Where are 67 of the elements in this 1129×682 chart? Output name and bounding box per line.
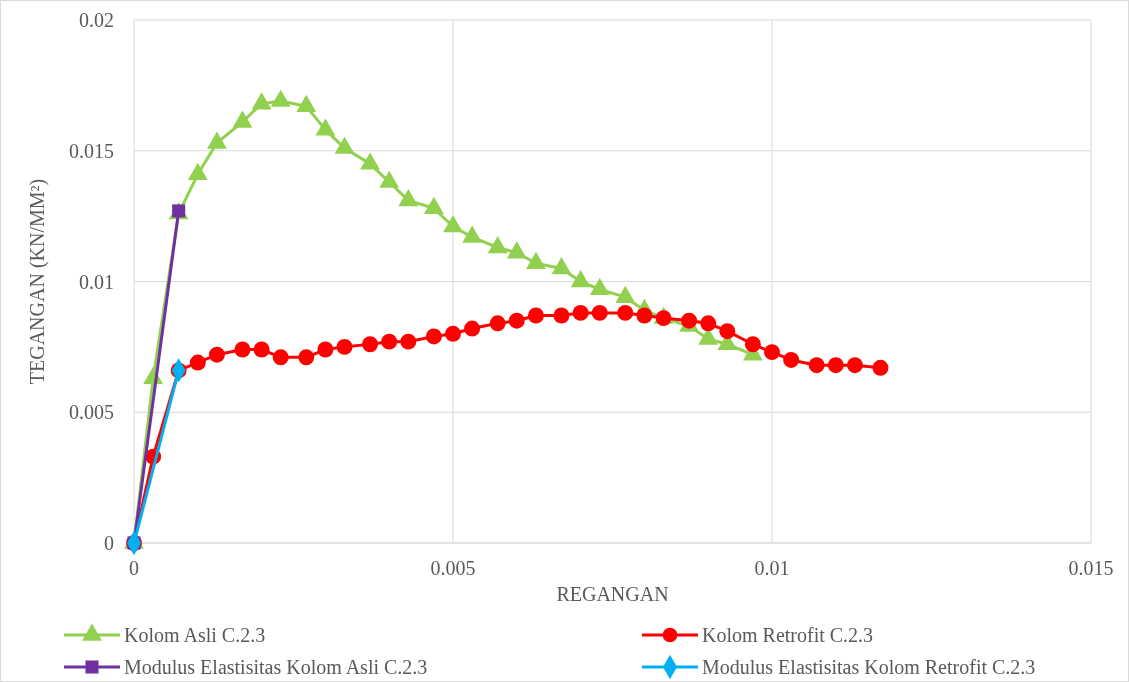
- point: [526, 251, 546, 269]
- point: [527, 307, 544, 324]
- y-axis-title: TEGANGAN (KN/MM²): [26, 178, 49, 385]
- x-axis-title: REGANGAN: [556, 583, 669, 605]
- point: [617, 304, 634, 321]
- point: [719, 323, 736, 340]
- point: [400, 333, 417, 350]
- point: [764, 344, 780, 361]
- point: [187, 162, 208, 181]
- legend-label: Modulus Elastisitas Kolom Asli C.2.3: [124, 656, 428, 678]
- point: [232, 110, 253, 128]
- point: [398, 188, 419, 207]
- point: [489, 315, 506, 332]
- y-tick-label: 0.005: [69, 401, 114, 424]
- legend-label: Kolom Retrofit C.2.3: [702, 624, 874, 646]
- point: [315, 118, 336, 136]
- point: [298, 349, 315, 366]
- point: [296, 94, 317, 113]
- x-tick-label: 0: [129, 557, 139, 579]
- point: [462, 225, 483, 243]
- point: [636, 307, 653, 324]
- point: [362, 336, 379, 353]
- point: [253, 341, 270, 358]
- point: [189, 354, 206, 371]
- point: [570, 270, 591, 288]
- point: [234, 341, 251, 358]
- point: [591, 304, 608, 321]
- point: [808, 357, 825, 374]
- y-tick-label: 0.02: [79, 9, 114, 31]
- point: [553, 307, 570, 324]
- point: [827, 357, 844, 374]
- point: [272, 349, 289, 366]
- y-tick-label: 0.015: [69, 139, 114, 162]
- point: [655, 310, 672, 327]
- point: [487, 236, 508, 254]
- point: [872, 359, 889, 376]
- point: [783, 351, 800, 368]
- point: [744, 336, 761, 353]
- y-tick-label: 0: [104, 532, 114, 554]
- point: [381, 333, 398, 350]
- y-tick-label: 0.01: [79, 270, 114, 293]
- point: [251, 92, 272, 110]
- point: [700, 315, 717, 332]
- point: [423, 196, 444, 214]
- point: [317, 341, 334, 358]
- point: [506, 241, 527, 259]
- point: [589, 277, 610, 296]
- x-tick-label: 0.005: [430, 557, 476, 579]
- point: [464, 320, 481, 337]
- point: [379, 170, 400, 188]
- point: [508, 312, 525, 329]
- point: [551, 256, 572, 275]
- point: [208, 346, 225, 363]
- x-tick-label: 0.01: [754, 557, 790, 579]
- point: [360, 152, 380, 170]
- point: [425, 328, 442, 345]
- legend-label: Kolom Asli C.2.3: [124, 624, 266, 646]
- x-tick-label: 0.015: [1068, 557, 1114, 579]
- point: [846, 357, 863, 374]
- point: [336, 338, 353, 355]
- legend-label: Modulus Elastisitas Kolom Retrofit C.2.3: [702, 656, 1036, 678]
- point: [334, 136, 355, 154]
- point: [443, 215, 463, 233]
- point: [270, 89, 291, 107]
- point: [572, 304, 589, 321]
- point: [207, 131, 227, 149]
- point: [445, 325, 461, 342]
